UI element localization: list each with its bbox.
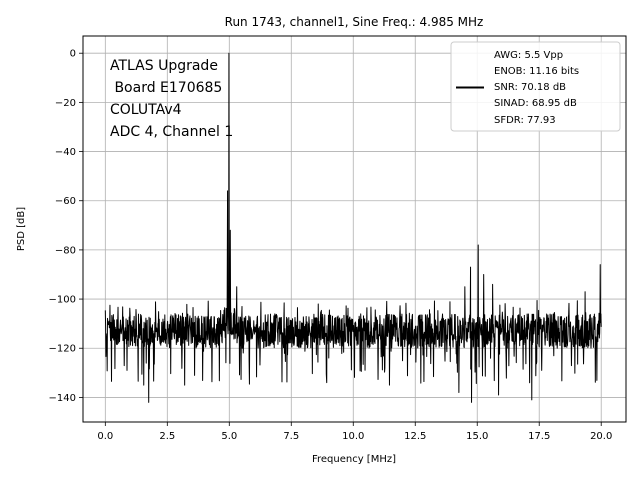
y-tick-label: −20: [55, 98, 76, 109]
y-tick-label: −80: [55, 245, 76, 256]
annotation-line-1: ATLAS Upgrade: [110, 58, 218, 74]
x-tick-label: 10.0: [342, 431, 364, 442]
chart-title: Run 1743, channel1, Sine Freq.: 4.985 MH…: [225, 15, 484, 29]
annotation-line-4: ADC 4, Channel 1: [110, 124, 233, 140]
legend-line-5: SFDR: 77.93: [494, 115, 556, 126]
y-tick-label: 0: [70, 49, 76, 60]
y-axis-label: PSD [dB]: [16, 207, 27, 251]
x-tick-label: 20.0: [590, 431, 612, 442]
x-tick-label: 12.5: [404, 431, 426, 442]
legend-line-2: ENOB: 11.16 bits: [494, 66, 579, 77]
y-tick-label: −140: [49, 393, 76, 404]
plot-area: [104, 52, 602, 403]
y-tick-label: −60: [55, 196, 76, 207]
x-tick-label: 17.5: [528, 431, 550, 442]
x-tick-label: 7.5: [283, 431, 299, 442]
legend-box: [450, 41, 621, 132]
annotation-line-3: COLUTAv4: [110, 102, 182, 118]
x-axis-label: Frequency [MHz]: [312, 454, 396, 465]
psd-series-line: [104, 52, 602, 403]
axes-frame: [82, 35, 627, 423]
legend-line-1: AWG: 5.5 Vpp: [494, 50, 563, 61]
x-tick-label: 2.5: [159, 431, 175, 442]
legend: AWG: 5.5 Vpp ENOB: 11.16 bits SNR: 70.18…: [450, 41, 621, 132]
board-annotation: ATLAS Upgrade Board E170685 COLUTAv4 ADC…: [110, 58, 233, 140]
x-tick-label: 5.0: [221, 431, 237, 442]
x-axis: 0.0 2.5 5.0 7.5 10.0 12.5 15.0 17.5 20.0: [97, 422, 612, 442]
x-tick-label: 15.0: [466, 431, 488, 442]
annotation-line-2: Board E170685: [110, 80, 222, 96]
legend-line-4: SINAD: 68.95 dB: [494, 98, 577, 109]
y-axis: 0 −20 −40 −60 −80 −100 −120 −140: [49, 49, 83, 404]
legend-line-3: SNR: 70.18 dB: [494, 82, 566, 93]
y-tick-label: −100: [49, 295, 76, 306]
y-tick-label: −40: [55, 147, 76, 158]
x-tick-label: 0.0: [97, 431, 113, 442]
y-tick-label: −120: [49, 344, 76, 355]
